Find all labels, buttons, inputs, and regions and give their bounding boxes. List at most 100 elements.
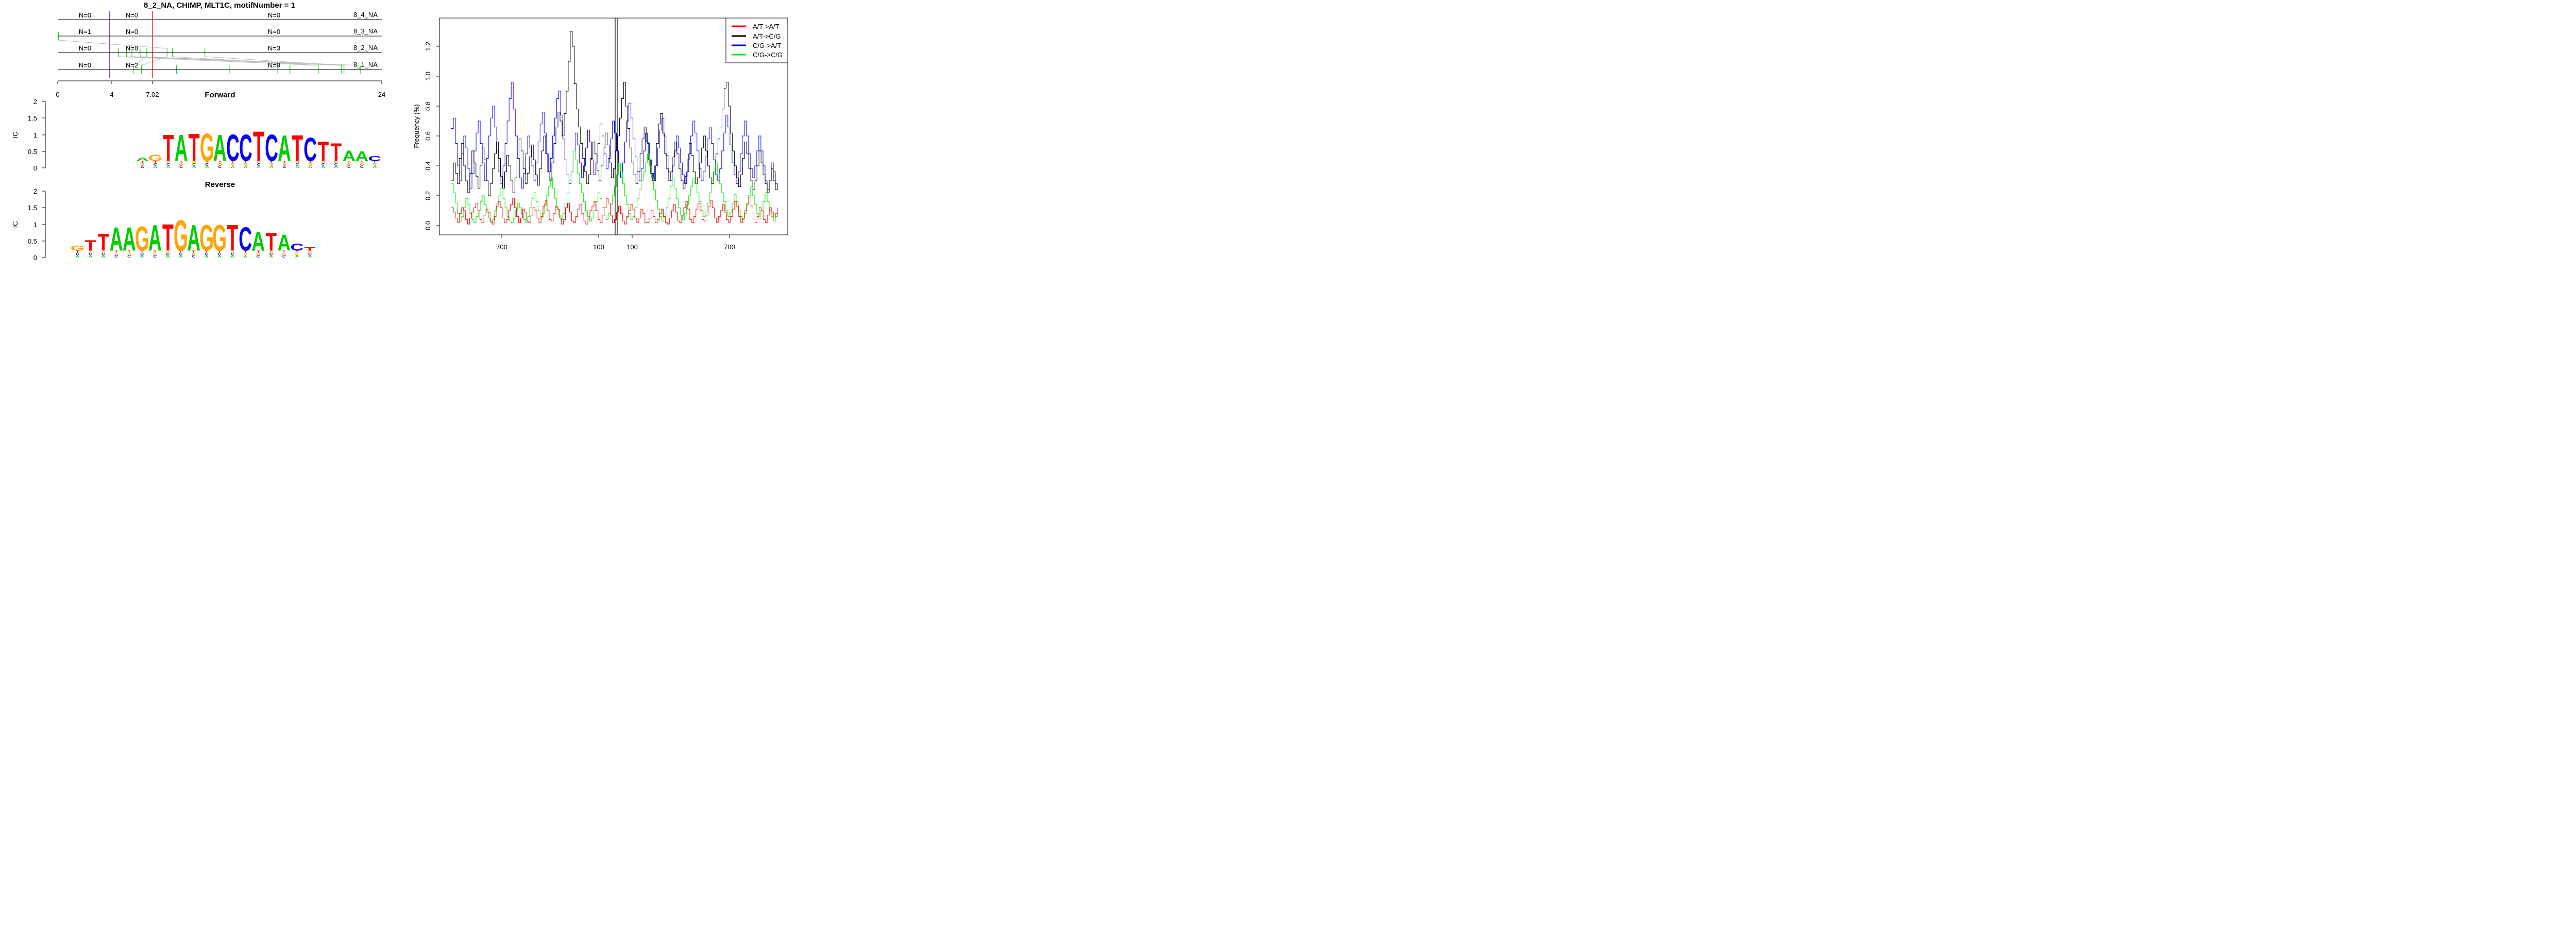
logo-letter: A <box>244 255 247 259</box>
logo-letter: A <box>136 157 149 162</box>
logo-letter: A <box>166 165 170 169</box>
logo-letter: T <box>373 161 376 164</box>
logo-letter: A <box>309 165 312 169</box>
logo-letter: A <box>277 230 291 256</box>
logo-letter: T <box>205 250 208 254</box>
y-axis-label: Frequency (%) <box>413 104 420 148</box>
logo-letter: G <box>179 163 183 166</box>
logo-letter: A <box>244 165 247 169</box>
logo-letter: T <box>206 161 209 164</box>
logo-letter: G <box>269 250 273 254</box>
logo-letter: G <box>141 163 145 166</box>
logo-letter: G <box>347 163 351 166</box>
logo-letter: A <box>110 221 123 259</box>
logo-letter: C <box>205 252 208 256</box>
logo-letter: C <box>265 128 278 169</box>
logo-letter: A <box>179 255 182 259</box>
logo-letter: A <box>76 255 79 259</box>
logo-letter: T <box>179 250 182 254</box>
logo-letter: C <box>308 252 312 256</box>
logo-letter: A <box>140 255 144 259</box>
track-n-left: N=1 <box>79 28 91 36</box>
logo-letter: T <box>317 136 329 167</box>
logo-letter: C <box>140 252 144 256</box>
logo-letter: T <box>270 161 273 164</box>
y-tick-label: 0.5 <box>28 148 37 156</box>
logo-letter: T <box>257 250 260 254</box>
site-connector <box>172 56 318 66</box>
logo-letter: G <box>192 161 196 164</box>
reverse-y-axis-label: IC <box>11 221 19 228</box>
logo-letter: G <box>230 250 234 254</box>
logo-letter: T <box>154 161 157 164</box>
logo-letter: A <box>89 255 92 259</box>
logo-letter: C <box>226 128 240 169</box>
logo-letter: C <box>141 165 144 169</box>
logo-letter: G <box>269 163 274 166</box>
logo-letter: C <box>192 255 195 259</box>
logo-letter: G <box>295 252 299 256</box>
logo-letter: T <box>141 161 144 164</box>
track-n-right: N=3 <box>268 44 280 52</box>
figure-svg: 8_2_NA, CHIMP, MLT1C, motifNumber = 1 N=… <box>11 1 788 262</box>
logo-letter: C <box>368 155 382 163</box>
x-tick-label: 100 <box>626 243 638 251</box>
y-tick-label: 1 <box>33 131 37 139</box>
logo-letter: T <box>295 250 298 254</box>
track-n-right: N=0 <box>268 11 280 19</box>
logo-letter: C <box>179 165 183 169</box>
logo-letter: C <box>291 242 304 253</box>
logo-letter: G <box>148 152 163 163</box>
logo-letter: G <box>153 252 157 256</box>
logo-letter: A <box>192 165 196 169</box>
track-label: 8_4_NA <box>353 11 378 19</box>
logo-letter: G <box>308 163 312 166</box>
logo-letter: C <box>114 255 118 259</box>
logo-letter: A <box>296 165 299 169</box>
logo-letter: A <box>205 165 209 169</box>
logo-letter: T <box>98 229 109 256</box>
logo-letter: A <box>187 218 200 259</box>
logo-letter: C <box>282 165 286 169</box>
y-tick-label: 0.6 <box>424 131 432 141</box>
logo-letter: G <box>321 161 325 164</box>
logo-letter: C <box>76 252 79 256</box>
logo-letter: A <box>355 148 369 164</box>
logo-letter: G <box>199 218 214 259</box>
logo-letter: A <box>231 165 234 169</box>
logo-letter: T <box>218 250 221 254</box>
legend-label: C/G->A/T <box>753 42 781 49</box>
logo-letter: G <box>282 163 286 166</box>
logo-letter: C <box>205 163 209 166</box>
logo-letter: T <box>330 139 342 167</box>
logo-letter: T <box>227 218 238 259</box>
logo-letter: A <box>205 255 208 259</box>
y-tick-label: 0 <box>33 164 37 172</box>
logo-letter: C <box>231 252 234 256</box>
logo-letter: G <box>334 161 338 164</box>
forward-y-axis-label: IC <box>11 132 19 139</box>
logo-letter: C <box>166 252 170 256</box>
track-n-right: N=9 <box>268 61 280 69</box>
track-n-mid: N=2 <box>126 61 138 69</box>
logo-letter: C <box>269 252 273 256</box>
logo-letter: T <box>244 161 247 164</box>
logo-letter: G <box>231 163 235 166</box>
logo-letter: A <box>166 255 170 259</box>
y-tick-label: 0.2 <box>424 191 432 200</box>
logo-letter: T <box>347 161 350 164</box>
logo-letter: A <box>123 221 136 259</box>
logo-letter: T <box>283 161 286 164</box>
x-tick-label: 700 <box>496 243 507 251</box>
logo-letter: C <box>89 252 92 256</box>
y-tick-label: 0.5 <box>28 237 37 245</box>
y-tick-label: 2 <box>33 98 37 106</box>
logo-letter: A <box>257 165 260 169</box>
logo-letter: G <box>71 245 85 252</box>
logo-letter: A <box>101 255 105 259</box>
logo-letter: G <box>135 220 149 259</box>
logo-letter: C <box>360 165 364 169</box>
track-n-left: N=0 <box>79 11 91 19</box>
logo-letter: C <box>217 252 221 256</box>
logo-letter: G <box>282 252 286 256</box>
